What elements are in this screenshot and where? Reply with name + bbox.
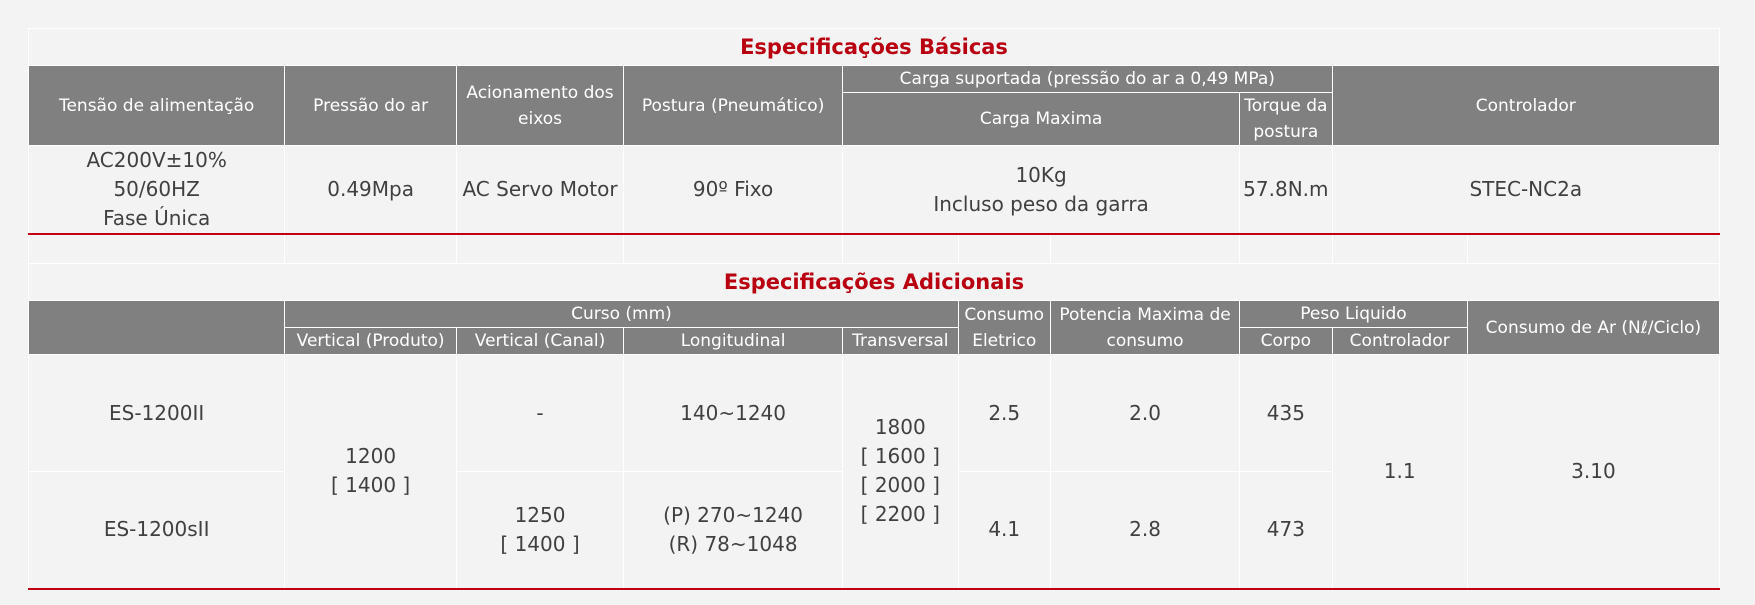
cell-torque: 57.8N.m [1239,145,1333,235]
cell-longitudinal: 140~1240 [623,354,844,472]
cell-carga: 10Kg Incluso peso da garra [842,145,1241,235]
header-pressao: Pressão do ar [284,65,457,146]
cell-controlador: STEC-NC2a [1331,145,1721,235]
header-torque: Torque da postura [1239,92,1333,146]
cell-tensao: AC200V±10% 50/60HZ Fase Única [27,145,286,235]
cell-pressao: 0.49Mpa [284,145,457,235]
cell-potencia: 2.0 [1049,354,1241,472]
cell-vertical-canal: - [455,354,625,472]
cell-model: ES-1200sII [27,471,286,590]
cell-vertical-canal: 1250 [ 1400 ] [455,471,625,590]
header-carga-suportada: Carga suportada (pressão do ar a 0,49 MP… [842,65,1333,93]
cell-acionamento: AC Servo Motor [455,145,625,235]
header-transversal: Transversal [842,327,959,355]
header-carga-maxima: Carga Maxima [842,92,1241,146]
cell-corpo: 435 [1239,354,1333,472]
header-postura: Postura (Pneumático) [623,65,844,146]
header-vertical-produto: Vertical (Produto) [284,327,457,355]
cell-consumo: 4.1 [957,471,1051,590]
table-row: ES-1200sII 1250 [ 1400 ] (P) 270~1240 (R… [27,471,1720,590]
header-consumo-eletrico: Consumo Eletrico [957,300,1051,355]
header-corpo: Corpo [1239,327,1333,355]
additional-specs-title: Especificações Adicionais [28,263,1720,301]
cell-transversal: 1800 [ 1600 ] [ 2000 ] [ 2200 ] [842,354,959,590]
header-peso-liquido: Peso Liquido [1239,300,1468,328]
header-vertical-canal: Vertical (Canal) [455,327,625,355]
cell-consumo: 2.5 [957,354,1051,472]
header-model [27,300,286,355]
header-curso: Curso (mm) [284,300,959,328]
cell-corpo: 473 [1239,471,1333,590]
cell-peso-controlador: 1.1 [1331,354,1468,590]
header-longitudinal: Longitudinal [623,327,844,355]
header-tensao: Tensão de alimentação [27,65,286,146]
cell-potencia: 2.8 [1049,471,1241,590]
header-controlador: Controlador [1331,65,1721,146]
header-consumo-ar: Consumo de Ar (Nℓ/Ciclo) [1466,300,1721,355]
spec-sheet: Especificações Básicas Tensão de aliment… [27,28,1721,590]
cell-consumo-ar: 3.10 [1466,354,1721,590]
cell-vertical-produto: 1200 [ 1400 ] [284,354,457,590]
header-acionamento: Acionamento dos eixos [455,65,625,146]
spec-table: Especificações Básicas Tensão de aliment… [27,28,1721,590]
basic-specs-title: Especificações Básicas [28,28,1720,66]
cell-postura: 90º Fixo [623,145,844,235]
header-peso-controlador: Controlador [1331,327,1468,355]
table-row: ES-1200II 1200 [ 1400 ] - 140~1240 1800 … [27,354,1721,590]
cell-model: ES-1200II [27,354,286,472]
cell-longitudinal: (P) 270~1240 (R) 78~1048 [623,471,844,590]
header-potencia: Potencia Maxima de consumo [1049,300,1241,355]
